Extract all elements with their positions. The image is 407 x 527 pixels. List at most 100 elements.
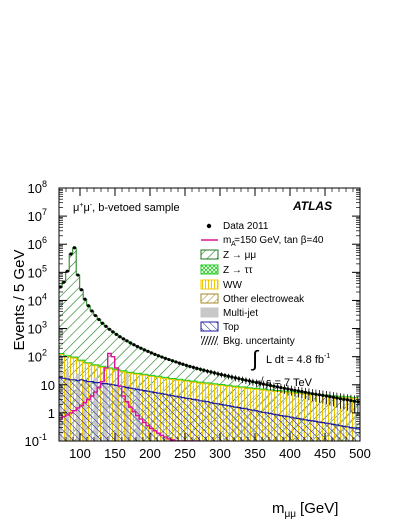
data-point	[268, 383, 272, 388]
data-point	[223, 373, 227, 378]
legend-multijet-label: Multi-jet	[223, 308, 258, 319]
data-point	[279, 386, 283, 390]
data-point	[69, 252, 73, 256]
data-point	[265, 383, 269, 387]
sample-label: μ+μ-, b-vetoed sample	[73, 202, 180, 214]
x-tick-label: 100	[69, 446, 91, 461]
data-point	[275, 385, 279, 389]
y-tick-label: 10-1	[25, 432, 47, 449]
data-point	[72, 246, 76, 250]
y-tick-label: 104	[28, 291, 47, 308]
data-point	[233, 376, 237, 380]
data-point	[97, 317, 101, 322]
legend-top-swatch	[200, 321, 219, 332]
data-point	[244, 378, 248, 382]
legend-data-marker	[206, 223, 212, 229]
energy-label: s = 7 TeV	[266, 377, 313, 389]
data-point	[114, 332, 118, 336]
data-point	[100, 321, 104, 325]
y-tick-label: 106	[28, 235, 47, 252]
legend-signal-subscript: A	[231, 241, 236, 248]
plot-frame	[58, 187, 361, 442]
data-point	[272, 384, 276, 388]
data-point	[132, 343, 136, 347]
data-point	[282, 386, 286, 390]
data-point	[335, 396, 339, 400]
legend: Data 2011 m =150 GeV, tan β=40 A Z → μμ …	[200, 221, 324, 347]
y-tick-label: 105	[28, 263, 47, 280]
legend-ww-label: WW	[223, 280, 242, 291]
data-point	[303, 390, 307, 394]
data-point	[174, 360, 178, 364]
data-point	[79, 288, 83, 292]
data-point	[184, 363, 188, 367]
x-tick-label: 500	[349, 446, 371, 461]
data-point	[104, 324, 108, 328]
data-point	[163, 356, 167, 360]
y-tick-label: 103	[28, 320, 47, 337]
data-point	[139, 346, 143, 350]
legend-data-label: Data 2011	[223, 221, 269, 232]
y-tick-label: 107	[28, 207, 47, 224]
y-tick-label: 102	[28, 348, 47, 365]
data-point	[345, 398, 349, 402]
data-point	[219, 373, 223, 377]
data-point	[160, 355, 164, 359]
x-tick-label: 350	[244, 446, 266, 461]
ww-line	[59, 353, 358, 399]
x-tick-label: 250	[174, 446, 196, 461]
data-point	[153, 352, 157, 356]
luminosity-label: L dt = 4.8 fb-1	[266, 353, 330, 366]
data-point	[286, 387, 290, 391]
top-line	[59, 377, 360, 430]
data-point	[121, 337, 125, 341]
data-point	[310, 392, 314, 396]
x-tick-label: 200	[139, 446, 161, 461]
legend-unc-swatch	[201, 336, 218, 345]
data-point	[93, 313, 97, 318]
data-point	[216, 372, 220, 376]
data-point	[254, 380, 258, 385]
y-tick-label: 10	[41, 378, 55, 393]
data-point	[324, 394, 328, 398]
data-point	[167, 357, 171, 362]
data-point	[300, 390, 304, 394]
integral-sign: ∫	[250, 346, 260, 371]
data-point	[90, 309, 94, 313]
legend-ztautau-swatch	[200, 264, 219, 275]
legend-top-label: Top	[223, 322, 240, 333]
data-point	[202, 368, 206, 372]
data-point	[349, 398, 353, 403]
data-point	[331, 395, 335, 399]
data-point	[125, 339, 129, 343]
signal-line	[59, 352, 199, 441]
legend-ztautau-label: Z → ττ	[223, 265, 253, 276]
data-point	[317, 393, 321, 397]
x-tick-label: 300	[209, 446, 231, 461]
data-point	[240, 377, 244, 382]
x-axis-title: mμμ [GeV]	[272, 500, 338, 520]
data-point	[328, 394, 332, 399]
data-point	[258, 381, 262, 385]
data-point	[118, 335, 122, 339]
data-point	[352, 399, 356, 403]
data-point	[146, 349, 150, 353]
data-point	[128, 341, 132, 345]
data-point	[135, 344, 139, 349]
data-point	[226, 374, 230, 378]
data-point	[181, 362, 185, 366]
data-point	[314, 392, 318, 396]
legend-ew-label: Other electroweak	[223, 294, 305, 305]
atlas-label: ATLAS	[292, 199, 332, 213]
legend-zmumu-swatch	[200, 249, 219, 260]
legend-zmumu-label: Z → μμ	[223, 250, 256, 261]
data-point	[149, 351, 153, 355]
data-point	[170, 359, 174, 363]
data-point	[289, 388, 293, 392]
data-point	[293, 388, 297, 393]
legend-multijet-swatch	[200, 307, 219, 318]
data-point	[62, 280, 66, 284]
data-point	[342, 397, 346, 401]
data-point	[86, 304, 90, 308]
top-fill	[59, 377, 360, 441]
